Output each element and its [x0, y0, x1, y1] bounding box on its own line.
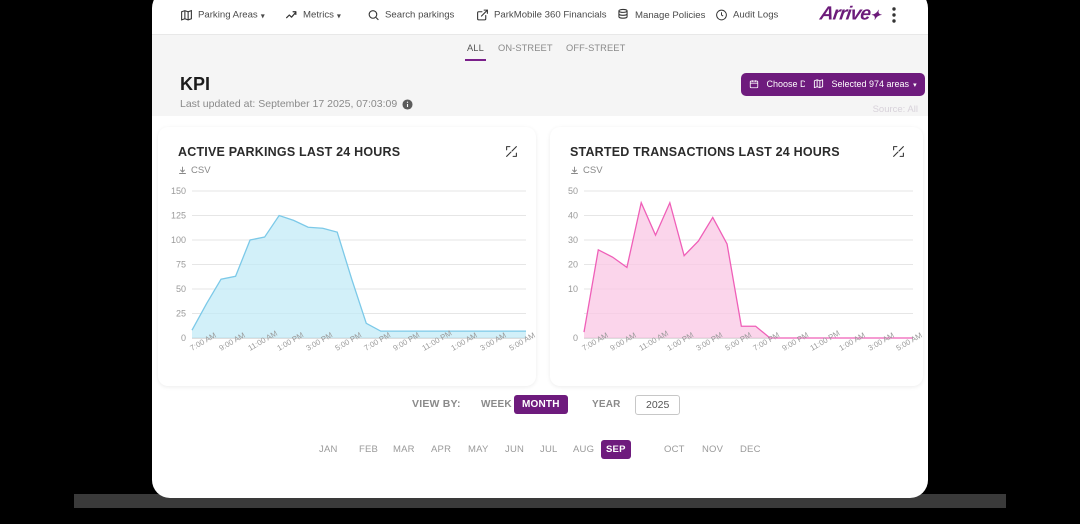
svg-text:125: 125 [171, 211, 186, 221]
svg-text:11:00 PM: 11:00 PM [809, 329, 842, 353]
svg-text:0: 0 [573, 333, 578, 343]
svg-text:1:00 AM: 1:00 AM [838, 331, 867, 353]
svg-text:0: 0 [181, 333, 186, 343]
svg-text:150: 150 [171, 186, 186, 196]
svg-text:25: 25 [176, 309, 186, 319]
svg-text:9:00 PM: 9:00 PM [781, 330, 811, 352]
svg-text:3:00 AM: 3:00 AM [867, 331, 896, 353]
svg-text:75: 75 [176, 260, 186, 270]
svg-text:50: 50 [568, 186, 578, 196]
svg-text:10: 10 [568, 284, 578, 294]
svg-text:5:00 AM: 5:00 AM [895, 331, 924, 353]
svg-text:50: 50 [176, 284, 186, 294]
svg-text:40: 40 [568, 211, 578, 221]
svg-text:20: 20 [568, 260, 578, 270]
svg-text:100: 100 [171, 235, 186, 245]
svg-text:30: 30 [568, 235, 578, 245]
